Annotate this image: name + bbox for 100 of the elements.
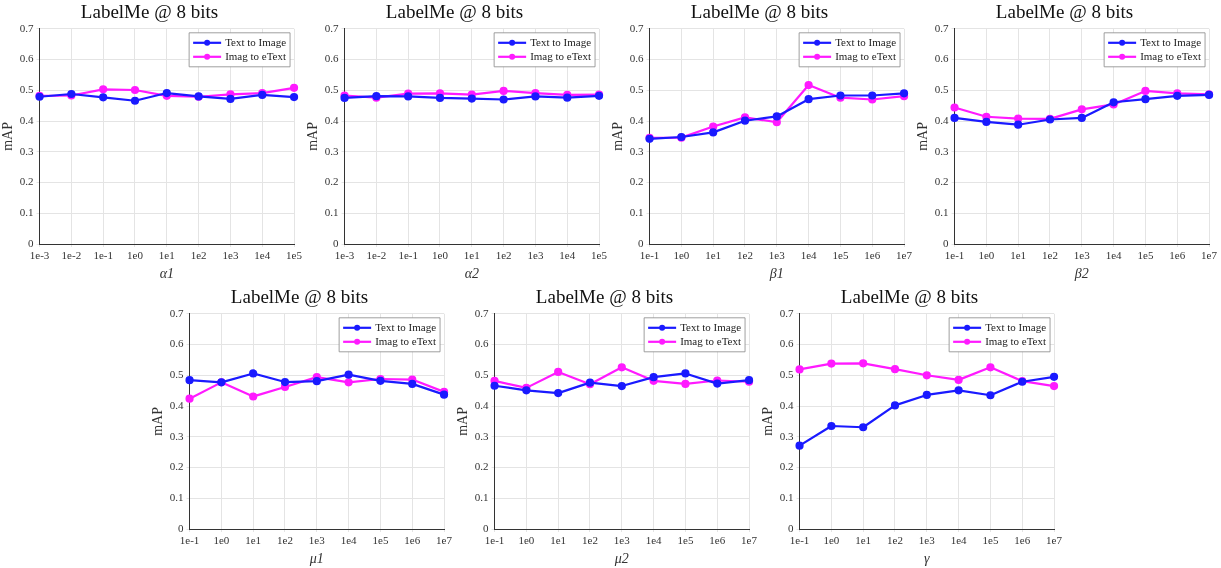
x-tick-label: 1e0 xyxy=(823,534,840,547)
x-tick-label: 1e-1 xyxy=(93,249,113,262)
x-tick-label: 1e4 xyxy=(254,249,271,262)
legend-label: Text to Image xyxy=(985,320,1047,333)
chart-title: LabelMe @ 8 bits xyxy=(80,1,219,23)
x-tick-label: 1e4 xyxy=(340,534,358,547)
x-tick-label: 1e1 xyxy=(855,534,872,547)
y-tick-label: 0.5 xyxy=(169,368,185,381)
x-tick-label: 1e-1 xyxy=(484,534,505,547)
x-tick-label: 1e7 xyxy=(436,534,453,547)
x-tick-label: 1e-1 xyxy=(179,534,200,547)
y-tick-label: 0 xyxy=(28,236,35,249)
y-tick-label: 0.3 xyxy=(169,429,185,442)
y-tick-label: 0.1 xyxy=(934,206,949,219)
x-tick-label: 1e0 xyxy=(978,249,995,262)
y-axis-title: mAP xyxy=(305,121,321,151)
x-tick-label: 1e5 xyxy=(677,534,694,547)
chart-title: LabelMe @ 8 bits xyxy=(690,1,829,23)
y-tick-label: 0.7 xyxy=(474,306,490,319)
y-tick-label: 0.2 xyxy=(324,175,339,188)
legend-label: Text to Image xyxy=(835,35,897,48)
y-axis-title: mAP xyxy=(610,121,626,151)
y-tick-label: 0.3 xyxy=(324,144,340,157)
x-tick-label: 1e7 xyxy=(896,249,913,262)
x-tick-label: 1e-3 xyxy=(29,249,50,262)
x-tick-label: 1e0 xyxy=(432,249,449,262)
y-tick-label: 0.1 xyxy=(629,206,644,219)
x-tick-label: 1e5 xyxy=(1137,249,1154,262)
x-tick-label: 1e4 xyxy=(1105,249,1123,262)
x-tick-label: 1e7 xyxy=(1201,249,1218,262)
x-tick-label: 1e-2 xyxy=(366,249,387,262)
y-tick-label: 0.7 xyxy=(779,306,795,319)
chart-title: LabelMe @ 8 bits xyxy=(840,286,979,308)
x-tick-label: 1e1 xyxy=(463,249,480,262)
y-tick-label: 0 xyxy=(333,236,340,249)
x-tick-label: 1e6 xyxy=(709,534,726,547)
y-tick-label: 0.1 xyxy=(169,491,184,504)
x-axis-title: γ xyxy=(924,551,931,567)
y-tick-label: 0.7 xyxy=(19,21,35,34)
y-axis-title: mAP xyxy=(150,406,166,436)
x-tick-label: 1e0 xyxy=(673,249,690,262)
y-tick-label: 0.6 xyxy=(779,337,795,350)
x-tick-label: 1e-2 xyxy=(61,249,82,262)
x-tick-label: 1e3 xyxy=(918,534,936,547)
y-tick-label: 0.6 xyxy=(169,337,185,350)
x-tick-label: 1e0 xyxy=(213,534,230,547)
y-tick-label: 0.4 xyxy=(169,398,185,411)
y-tick-label: 0.5 xyxy=(779,368,795,381)
x-tick-label: 1e-1 xyxy=(789,534,810,547)
x-tick-label: 1e1 xyxy=(550,534,567,547)
x-tick-label: 1e3 xyxy=(527,249,544,262)
y-tick-label: 0 xyxy=(943,236,950,249)
x-tick-label: 1e1 xyxy=(1010,249,1027,262)
x-tick-label: 1e6 xyxy=(1169,249,1186,262)
y-tick-label: 0.6 xyxy=(474,337,490,350)
y-tick-label: 0.5 xyxy=(474,368,490,381)
x-tick-label: 1e2 xyxy=(887,534,903,547)
y-tick-label: 0.3 xyxy=(779,429,795,442)
chart-title: LabelMe @ 8 bits xyxy=(230,286,369,308)
y-tick-label: 0.1 xyxy=(19,206,34,219)
y-axis-title: mAP xyxy=(455,406,471,436)
x-tick-label: 1e5 xyxy=(591,249,608,262)
y-tick-label: 0.3 xyxy=(934,144,950,157)
y-tick-label: 0.4 xyxy=(19,113,35,126)
x-axis-title: β1 xyxy=(768,266,784,282)
x-tick-label: 1e4 xyxy=(950,534,968,547)
y-tick-label: 0.4 xyxy=(934,113,950,126)
x-tick-label: 1e6 xyxy=(864,249,881,262)
y-tick-label: 0.3 xyxy=(19,144,35,157)
x-axis-title: μ2 xyxy=(613,551,629,567)
y-tick-label: 0.7 xyxy=(934,21,950,34)
x-axis-title: α2 xyxy=(464,266,479,282)
y-tick-label: 0.5 xyxy=(324,83,340,96)
x-tick-label: 1e3 xyxy=(613,534,631,547)
legend-label: Text to Image xyxy=(375,320,437,333)
y-tick-label: 0.2 xyxy=(19,175,34,188)
legend-label: Imag to eText xyxy=(530,49,592,62)
chart-title: LabelMe @ 8 bits xyxy=(535,286,674,308)
x-tick-label: 1e2 xyxy=(495,249,512,262)
x-axis-title: μ1 xyxy=(308,551,324,567)
x-tick-label: 1e6 xyxy=(404,534,421,547)
x-tick-label: 1e5 xyxy=(286,249,303,262)
y-tick-label: 0 xyxy=(483,521,490,534)
chart-title: LabelMe @ 8 bits xyxy=(385,1,524,23)
y-tick-label: 0.7 xyxy=(169,306,185,319)
x-tick-label: 1e-1 xyxy=(944,249,965,262)
legend-label: Imag to eText xyxy=(680,334,742,347)
x-axis-title: α1 xyxy=(159,266,174,282)
x-tick-label: 1e1 xyxy=(705,249,722,262)
x-tick-label: 1e4 xyxy=(645,534,663,547)
legend-label: Imag to eText xyxy=(375,334,437,347)
y-tick-label: 0.5 xyxy=(629,83,645,96)
y-tick-label: 0.5 xyxy=(934,83,950,96)
y-tick-label: 0.7 xyxy=(324,21,340,34)
y-tick-label: 0 xyxy=(788,521,795,534)
x-tick-label: 1e7 xyxy=(741,534,758,547)
x-tick-label: 1e6 xyxy=(1014,534,1031,547)
x-tick-label: 1e2 xyxy=(582,534,598,547)
x-tick-label: 1e3 xyxy=(768,249,786,262)
y-tick-label: 0.4 xyxy=(629,113,645,126)
